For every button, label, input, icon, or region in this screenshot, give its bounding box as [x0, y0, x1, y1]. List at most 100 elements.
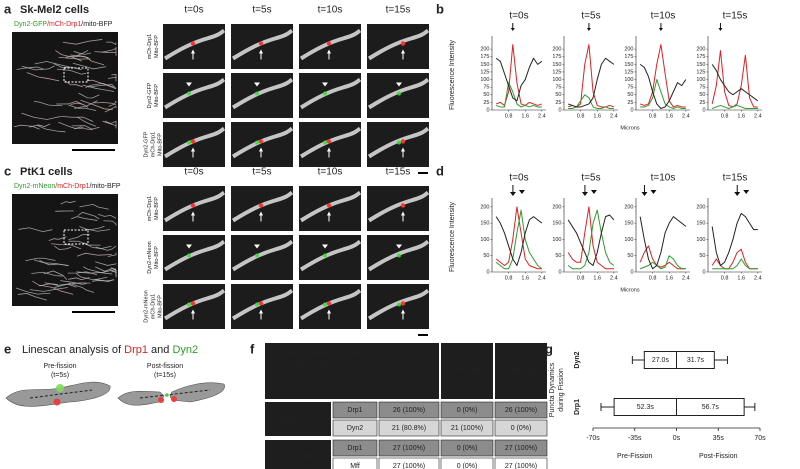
intensity-line: [639, 255, 686, 270]
mitochondria: [94, 279, 114, 283]
arrow-head: [259, 211, 263, 216]
legend-item: /mito-BFP: [81, 21, 112, 28]
mitochondria: [84, 225, 105, 231]
mitochondrion: [163, 288, 226, 321]
x-tick-label: -70s: [586, 435, 600, 442]
y-tick-label: 0: [558, 107, 561, 113]
mitochondrion: [299, 126, 362, 159]
drp1-spot: [400, 41, 406, 46]
table-header-text: Dynamics of factors at the site of mitoch…: [269, 350, 371, 367]
mitochondria: [64, 80, 83, 88]
linescan: [139, 389, 211, 399]
y-tick-label: 25: [555, 100, 561, 106]
y-tick-label: 175: [696, 54, 705, 60]
y-tick-label: 100: [696, 237, 705, 243]
mitochondria: [94, 51, 117, 56]
table-header: [495, 343, 547, 399]
y-tick-label: 175: [624, 54, 633, 60]
intensity-line: [567, 209, 615, 270]
mitochondria: [76, 252, 112, 257]
group-label: Drp1/Mff: [285, 454, 312, 461]
mitochondria: [68, 233, 90, 240]
series-name: Drp1: [574, 399, 581, 415]
table-cell-text: 0 (0%): [511, 425, 532, 432]
panel-label: e: [4, 341, 11, 356]
dyn2-spot: [323, 302, 327, 307]
cell-shape: [5, 381, 111, 407]
mitochondria: [74, 100, 98, 110]
title-part: Dyn2: [172, 344, 198, 356]
table-cell-text: 21 (100%): [451, 425, 483, 432]
intensity-line: [639, 245, 686, 270]
mitochondria: [104, 105, 117, 113]
dyn2-spot: [187, 91, 191, 96]
intensity-line: [712, 258, 758, 270]
y-tick-label: 150: [624, 221, 633, 227]
micrograph-tile: [367, 24, 429, 69]
plot-title: t=5s: [581, 173, 600, 184]
time-label: t=0s: [184, 167, 203, 178]
x-tick-label: 1.6: [737, 275, 745, 281]
cell-shape: [169, 382, 225, 403]
post-fission-bar: [676, 351, 715, 369]
mitochondrion: [163, 126, 226, 159]
row-label: Mito-BFP: [157, 295, 163, 318]
micrograph-tile: [231, 186, 293, 231]
x-tick-label: 2.4: [610, 113, 618, 119]
row-label: mCh-Drp1: [150, 132, 156, 157]
drp1-spot: [326, 301, 332, 306]
series-name: Dyn2: [574, 351, 581, 368]
x-tick-label: 0.8: [505, 275, 513, 281]
x-tick-label: 0.8: [721, 113, 729, 119]
intensity-line: [639, 63, 687, 109]
mitochondria: [70, 216, 98, 221]
y-tick-label: 0: [630, 107, 633, 113]
mitochondria: [32, 280, 59, 287]
intensity-line: [495, 82, 542, 108]
panel-label: d: [436, 163, 444, 178]
legend-item: /mCh-Drp1: [47, 21, 81, 28]
y-tick-label: 50: [627, 253, 633, 259]
x-tick-label: 0.8: [649, 275, 657, 281]
mitochondrion: [367, 77, 430, 110]
mitochondria: [88, 83, 117, 89]
x-tick-label: 70s: [754, 435, 766, 442]
arrow-head: [718, 28, 723, 31]
table-cell: [440, 401, 494, 419]
x-tick-label: 2.4: [754, 113, 762, 119]
micrograph-tile: [231, 235, 293, 280]
row-label: Dyn2-mNeon: [147, 241, 153, 273]
dyn2-spot: [255, 302, 259, 307]
table-cell: [378, 401, 440, 419]
table-cell-text: 27 (100%): [505, 445, 537, 452]
micrograph-tile: [367, 235, 429, 280]
x-axis-label: Microns: [620, 287, 640, 293]
mitochondria: [54, 245, 72, 251]
value-label: 27.0s: [652, 357, 670, 364]
row-label: Dyn2-GFP: [143, 131, 149, 157]
value-label: 52.3s: [637, 404, 655, 411]
mitochondria: [31, 271, 63, 277]
x-tick-label: 2.4: [682, 113, 690, 119]
mitochondrion: [367, 126, 430, 159]
row-label: Mito-BFP: [154, 84, 160, 107]
x-tick-label: 0s: [673, 435, 681, 442]
y-tick-label: 25: [483, 100, 489, 106]
panel-title: Linescan analysis of Drp1 and Dyn2: [22, 344, 198, 356]
table-cell-text: Dyn2: [347, 425, 363, 432]
dyn2-spot: [255, 140, 259, 145]
arrowhead-marker: [322, 82, 328, 87]
row-label: Mito-BFP: [157, 133, 163, 156]
mitochondrion: [299, 288, 362, 321]
mitochondria: [60, 200, 76, 205]
y-tick-label: 75: [483, 85, 489, 91]
arrowhead-marker: [396, 82, 402, 87]
table-cell: [494, 457, 548, 469]
dyn2-spot: [323, 91, 327, 96]
intensity-line: [567, 44, 615, 108]
arrow-head: [510, 28, 515, 31]
mitochondrion: [231, 126, 294, 159]
x-tick-label: 2.4: [538, 113, 546, 119]
micrograph-tile: [163, 235, 225, 280]
